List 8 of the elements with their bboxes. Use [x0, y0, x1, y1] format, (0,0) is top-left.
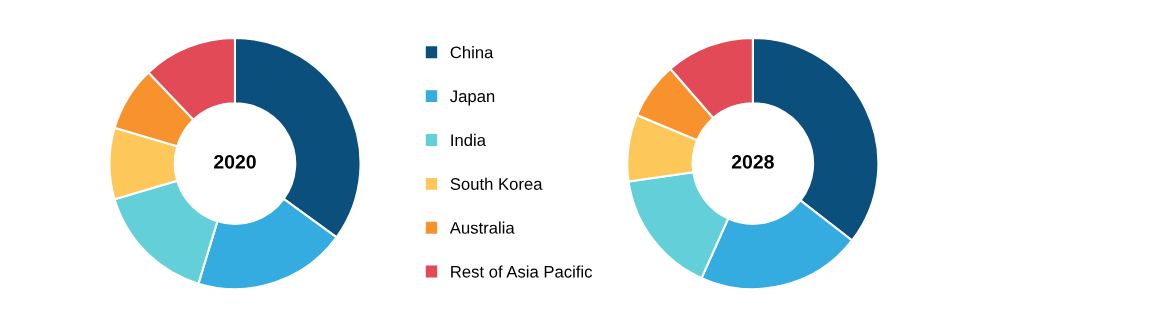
legend-label: Australia: [449, 221, 515, 234]
legend-label: Japan: [450, 90, 495, 106]
text: 2028: [731, 154, 774, 169]
legend-label: Rest of Asia Pacific: [451, 265, 593, 278]
text: 2020: [214, 154, 256, 169]
legend-label: India: [451, 133, 486, 147]
legend-label: China: [450, 46, 494, 59]
legend-label: South Korea: [450, 177, 543, 190]
